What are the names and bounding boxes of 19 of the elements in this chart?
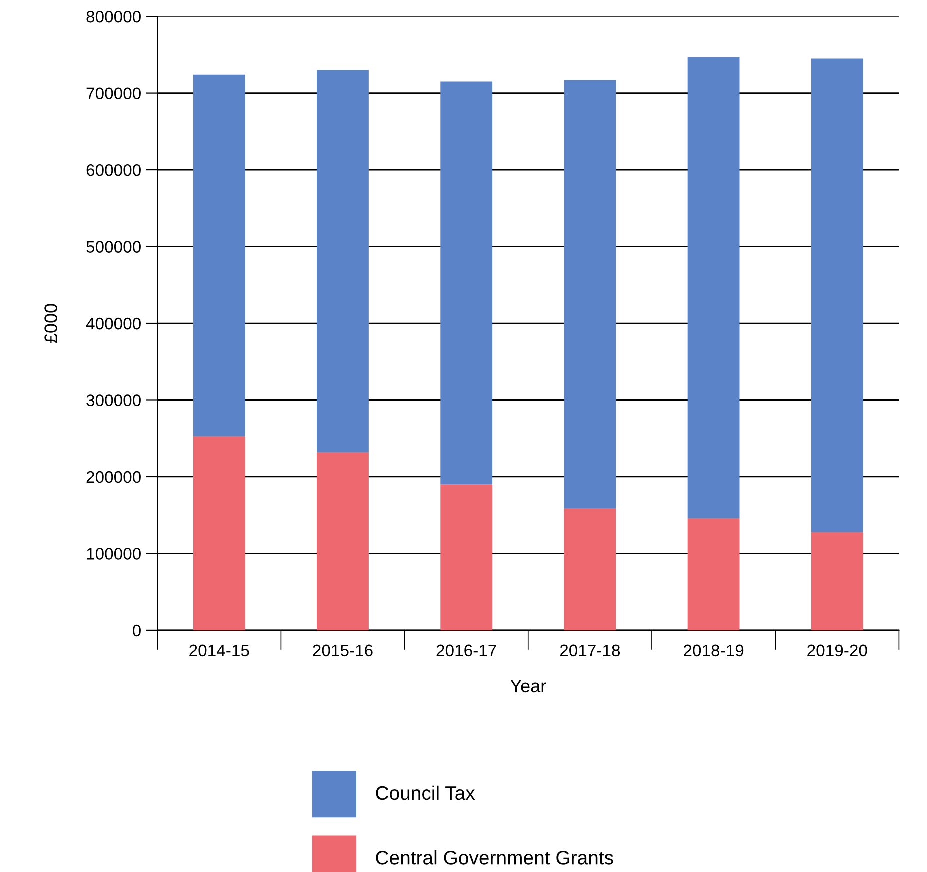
y-tick-label: 0: [133, 624, 141, 637]
y-tick-label: 600000: [86, 164, 141, 176]
y-tick-label: 100000: [87, 548, 141, 560]
y-tick-label: 200000: [86, 471, 141, 484]
x-axis-title: Year: [510, 680, 546, 693]
x-tick-label: 2017-18: [560, 644, 620, 657]
x-tick-label: 2015-16: [313, 644, 373, 657]
y-tick-label: 500000: [86, 241, 141, 253]
legend-label: Council Tax: [376, 786, 476, 800]
x-tick-label: 2019-20: [808, 644, 868, 657]
y-tick-label: 700000: [86, 88, 141, 100]
y-tick-label: 300000: [86, 394, 141, 406]
x-tick-label: 2014-15: [190, 644, 250, 657]
legend-label: Central Government Grants: [376, 850, 614, 865]
x-tick-label: 2018-19: [684, 644, 744, 657]
y-tick-label: 400000: [86, 318, 141, 330]
x-tick-label: 2016-17: [436, 644, 496, 657]
y-tick-label: 800000: [86, 10, 141, 23]
y-axis-title: £000: [44, 304, 58, 344]
